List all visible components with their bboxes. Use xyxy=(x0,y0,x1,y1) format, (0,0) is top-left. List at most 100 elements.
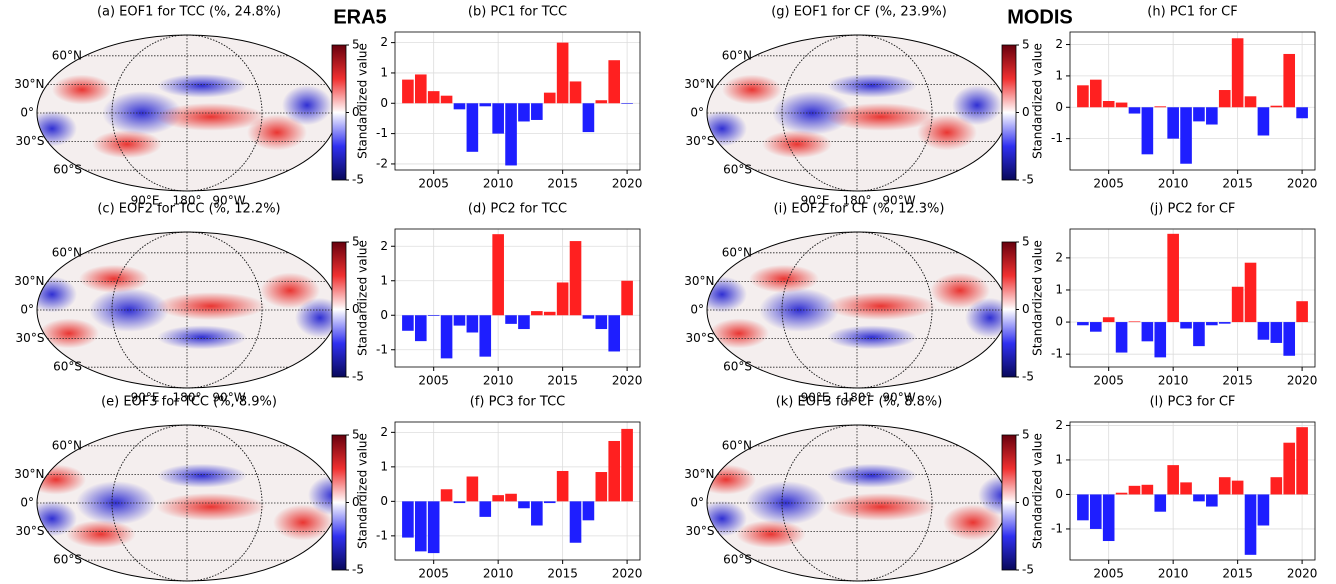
bar xyxy=(1270,105,1283,108)
plot-frame xyxy=(394,421,641,561)
bar xyxy=(1115,102,1128,108)
latitude-label: 60°S xyxy=(53,553,82,567)
latitude-label: 0° xyxy=(20,303,34,317)
bar xyxy=(1270,322,1283,343)
longitude-label: 90°W xyxy=(882,194,915,208)
bar xyxy=(518,103,530,122)
bar xyxy=(1154,106,1167,108)
map-anomaly xyxy=(826,492,936,521)
bar xyxy=(556,470,569,502)
meridian xyxy=(111,231,263,389)
bar xyxy=(556,42,569,104)
bar xyxy=(1244,96,1257,108)
bar xyxy=(1296,301,1308,323)
latitude-label: 30°S xyxy=(16,331,45,345)
map-anomaly xyxy=(827,73,917,98)
bar xyxy=(543,92,556,104)
x-tick-label: 2015 xyxy=(547,567,578,581)
colorbar xyxy=(331,44,347,181)
latitude-label: 30°N xyxy=(684,467,714,481)
longitude-label: 90°W xyxy=(882,391,915,405)
y-tick-label: -1 xyxy=(1051,521,1063,535)
y-tick-label: 0 xyxy=(380,96,388,110)
longitude-label: 90°E xyxy=(801,194,830,208)
bar xyxy=(402,501,414,538)
bar xyxy=(479,315,492,357)
bar xyxy=(427,315,440,316)
bar xyxy=(1257,322,1270,340)
y-tick-label: 1 xyxy=(380,273,388,287)
bar xyxy=(531,501,543,526)
latitude-label: 30°N xyxy=(14,467,44,481)
bar xyxy=(1167,465,1179,495)
panel-title: (g) EOF1 for CF (%, 23.9%) xyxy=(771,5,947,20)
colorbar-tick-label: -5 xyxy=(352,370,364,384)
bar xyxy=(1180,107,1192,164)
bar xyxy=(1115,322,1128,353)
latitude-label: 60°N xyxy=(52,245,82,259)
bar xyxy=(1089,79,1102,108)
bar xyxy=(1128,321,1141,323)
colorbar-tick-label: -5 xyxy=(1022,173,1034,187)
bar xyxy=(1102,494,1115,542)
map-anomaly xyxy=(762,130,832,159)
bar xyxy=(492,103,504,134)
y-axis-label: Standardized value xyxy=(1031,43,1045,159)
y-tick-label: 0 xyxy=(380,308,388,322)
x-tick-label: 2005 xyxy=(1093,177,1124,191)
bar xyxy=(505,103,517,166)
latitude-label: 0° xyxy=(690,303,704,317)
y-tick-label: 2 xyxy=(1055,250,1063,264)
bar xyxy=(1154,494,1167,512)
latitude-label: 0° xyxy=(20,496,34,510)
bar xyxy=(518,501,530,509)
x-tick-label: 2020 xyxy=(1287,567,1318,581)
bar xyxy=(1077,85,1089,108)
longitude-label: 90°E xyxy=(801,391,830,405)
panel-title: (e) EOF3 for TCC (%, 8.9%) xyxy=(101,395,277,410)
bar xyxy=(608,440,621,502)
bar xyxy=(427,501,440,554)
x-tick-label: 2015 xyxy=(1222,374,1253,388)
latitude-label: 30°S xyxy=(686,524,715,538)
map-anomaly xyxy=(260,272,320,309)
bar xyxy=(505,493,517,502)
longitude-label: 90°W xyxy=(212,391,245,405)
colorbar xyxy=(331,241,347,378)
x-tick-label: 2005 xyxy=(418,567,449,581)
colorbar xyxy=(331,434,347,571)
colorbar-tick-label: 0 xyxy=(1022,302,1030,316)
longitude-label: 90°W xyxy=(212,194,245,208)
latitude-label: 0° xyxy=(690,496,704,510)
colorbar-tick-label: 0 xyxy=(352,495,360,509)
bar xyxy=(1180,482,1192,495)
latitude-label: 60°S xyxy=(53,360,82,374)
y-tick-label: 0 xyxy=(1055,487,1063,501)
latitude-label: 60°S xyxy=(723,163,752,177)
y-tick-label: 2 xyxy=(380,35,388,49)
panel-title: (d) PC2 for TCC xyxy=(468,202,567,217)
map-anomaly xyxy=(930,272,990,309)
y-tick-label: 2 xyxy=(1055,37,1063,51)
map-anomaly xyxy=(917,114,977,151)
longitude-label: 180° xyxy=(843,391,872,405)
map-anomaly xyxy=(92,130,162,159)
bar xyxy=(608,60,621,104)
plot-frame xyxy=(394,228,641,368)
longitude-label: 180° xyxy=(843,194,872,208)
y-tick-label: 0 xyxy=(1055,100,1063,114)
bar xyxy=(466,103,479,152)
bar xyxy=(1077,322,1089,326)
latitude-label: 60°N xyxy=(52,438,82,452)
panel-title: (c) EOF2 for TCC (%, 12.2%) xyxy=(97,202,280,217)
y-tick-label: -1 xyxy=(1051,347,1063,361)
bar xyxy=(402,79,414,104)
colorbar-tick-label: -5 xyxy=(352,563,364,577)
x-tick-label: 2010 xyxy=(1158,374,1189,388)
bar xyxy=(1193,322,1205,347)
bar xyxy=(453,103,466,110)
map-anomaly xyxy=(952,85,1002,126)
y-axis-label: Standardized value xyxy=(1031,240,1045,356)
x-tick-label: 2020 xyxy=(1287,177,1318,191)
